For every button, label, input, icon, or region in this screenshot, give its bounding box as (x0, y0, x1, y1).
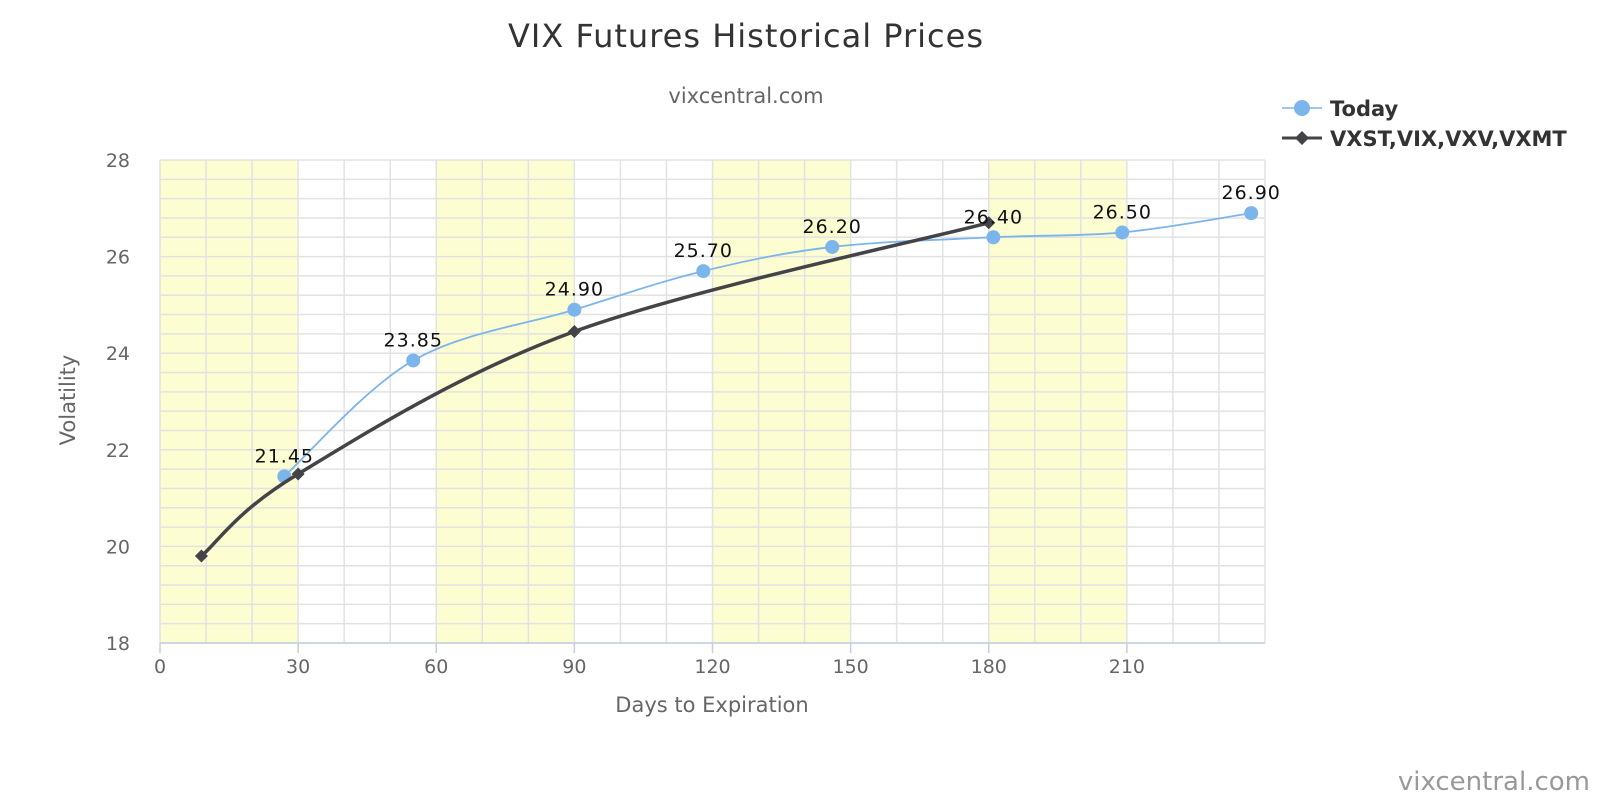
data-point (567, 302, 582, 317)
data-labels: 21.45 23.85 24.90 25.70 26.20 26.40 26.50 26.90 (255, 182, 1280, 467)
grid-lines (159, 159, 1266, 644)
series-layer (194, 206, 1259, 563)
x-tick-label: 210 (1109, 656, 1145, 678)
x-tick-label: 60 (424, 656, 448, 678)
legend-item-vxst-vix-vxv-vxmt[interactable]: VXST,VIX,VXV,VXMT (1282, 127, 1567, 151)
x-tick-label: 180 (971, 656, 1007, 678)
data-point (986, 230, 1001, 245)
x-axis-title: Days to Expiration (615, 693, 808, 717)
data-point (1115, 225, 1130, 240)
data-point (194, 549, 208, 563)
legend-marker-today (1294, 100, 1310, 116)
x-tick-label: 90 (562, 656, 586, 678)
x-tick-labels: 0 30 60 90 120 150 180 210 (154, 656, 1145, 678)
series-1 (194, 216, 996, 563)
shaded-bands (160, 160, 1127, 643)
data-label: 26.90 (1221, 182, 1280, 204)
y-tick-label: 24 (106, 343, 130, 365)
x-tick-label: 150 (832, 656, 868, 678)
series-line-1 (200, 221, 990, 558)
shaded-band-1 (436, 160, 575, 643)
data-label: 24.90 (545, 279, 604, 301)
data-point (825, 239, 840, 254)
legend-marker-vxst-vix-vxv-vxmt (1295, 131, 1309, 145)
shaded-band-2 (712, 160, 851, 643)
y-tick-labels: 18 20 22 24 26 28 (106, 150, 130, 655)
y-tick-label: 20 (106, 536, 130, 558)
legend-label-today: Today (1330, 97, 1399, 121)
data-label: 26.40 (964, 206, 1023, 228)
y-axis-title: Volatility (56, 355, 80, 446)
y-tick-label: 22 (106, 440, 130, 462)
data-point (567, 324, 581, 338)
data-point (696, 264, 711, 279)
chart-subtitle: vixcentral.com (668, 84, 823, 108)
data-label: 21.45 (255, 445, 314, 467)
data-label: 26.20 (803, 216, 862, 238)
legend-item-today[interactable]: Today (1282, 97, 1399, 121)
chart-title: VIX Futures Historical Prices (508, 17, 984, 55)
shaded-band-3 (988, 160, 1127, 643)
shaded-band-0 (160, 160, 299, 643)
data-point (1244, 206, 1259, 221)
y-tick-label: 26 (106, 247, 130, 269)
x-tick-label: 0 (154, 656, 166, 678)
series-0 (277, 206, 1259, 484)
data-point (982, 216, 996, 230)
data-label: 26.50 (1093, 201, 1152, 223)
y-tick-label: 28 (106, 150, 130, 172)
data-point (291, 467, 305, 481)
data-point (406, 353, 421, 368)
legend-label-vxst-vix-vxv-vxmt: VXST,VIX,VXV,VXMT (1330, 127, 1567, 151)
x-tick-label: 30 (286, 656, 310, 678)
x-tick-label: 120 (694, 656, 730, 678)
axes (159, 642, 1265, 653)
data-label: 23.85 (384, 329, 443, 351)
y-tick-label: 18 (106, 633, 130, 655)
legend[interactable]: Today VXST,VIX,VXV,VXMT (1282, 97, 1567, 151)
credit-text: vixcentral.com (1398, 767, 1590, 797)
data-label: 25.70 (674, 240, 733, 262)
